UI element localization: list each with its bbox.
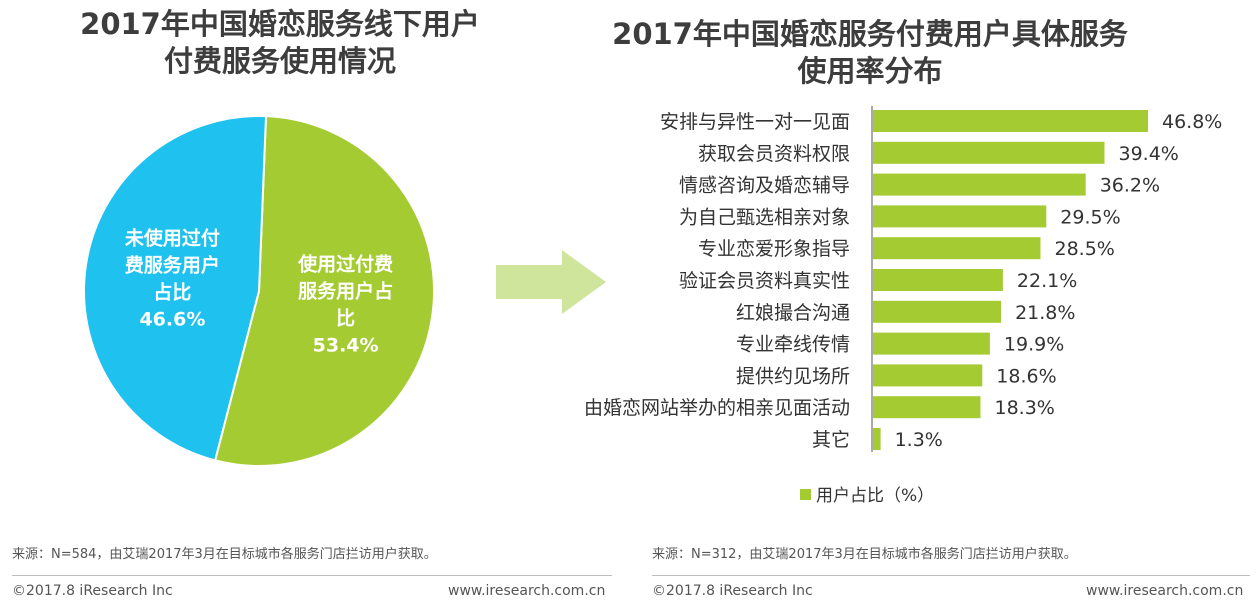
left-title-line-2: 付费服务使用情况 bbox=[163, 44, 396, 78]
bar bbox=[873, 173, 1086, 196]
left-website: www.iresearch.com.cn bbox=[448, 583, 606, 599]
bar bbox=[873, 110, 1148, 132]
bar-value-label: 39.4% bbox=[1119, 143, 1179, 165]
pie-slice bbox=[213, 115, 435, 467]
bar-value-label: 18.3% bbox=[995, 397, 1055, 419]
pie-slice bbox=[83, 115, 268, 462]
bar-value-label: 29.5% bbox=[1060, 206, 1120, 228]
bar-value-label: 18.6% bbox=[996, 365, 1056, 387]
pie-slice-label: 服务用户占 bbox=[298, 279, 393, 302]
right-source-note: 来源：N=312，由艾瑞2017年3月在目标城市各服务门店拦访用户获取。 bbox=[652, 547, 1077, 562]
arrow-right-icon bbox=[496, 250, 606, 314]
bar bbox=[873, 269, 1003, 291]
pie-slice-label: 费服务用户 bbox=[125, 254, 220, 277]
bar bbox=[873, 300, 1002, 323]
bar-category-label: 验证会员资料真实性 bbox=[679, 270, 850, 292]
bar bbox=[873, 141, 1105, 164]
bar-category-label: 红娘撮合沟通 bbox=[736, 302, 850, 324]
bar-value-label: 46.8% bbox=[1162, 111, 1222, 133]
bar bbox=[873, 428, 881, 450]
left-footer-divider bbox=[12, 575, 612, 576]
bar-value-label: 28.5% bbox=[1055, 238, 1115, 260]
left-copyright: ©2017.8 iResearch Inc bbox=[12, 583, 173, 599]
legend-label: 用户占比（%） bbox=[816, 486, 934, 506]
pie-slice-value-label: 53.4% bbox=[313, 334, 379, 356]
arrow-decoration bbox=[496, 250, 606, 314]
bar-category-label: 获取会员资料权限 bbox=[698, 143, 850, 165]
bar-value-label: 1.3% bbox=[895, 429, 943, 451]
right-copyright: ©2017.8 iResearch Inc bbox=[652, 583, 813, 599]
pie-slice-value-label: 46.6% bbox=[139, 309, 205, 331]
bar bbox=[873, 205, 1047, 228]
bar-category-label: 为自己甄选相亲对象 bbox=[679, 206, 850, 228]
bar-value-label: 22.1% bbox=[1017, 270, 1077, 292]
right-chart-title: 2017年中国婚恋服务付费用户具体服务 使用率分布 bbox=[560, 16, 1180, 90]
right-footer-divider bbox=[652, 575, 1250, 576]
pie-slice-label: 占比 bbox=[153, 281, 191, 304]
left-title-line-1: 2017年中国婚恋服务线下用户 bbox=[80, 7, 480, 41]
bar bbox=[873, 364, 983, 387]
bar bbox=[873, 332, 990, 355]
left-source-note: 来源：N=584，由艾瑞2017年3月在目标城市各服务门店拦访用户获取。 bbox=[12, 547, 437, 562]
bar-category-label: 情感咨询及婚恋辅导 bbox=[679, 175, 850, 197]
legend-swatch bbox=[800, 489, 811, 500]
right-title-line-2: 使用率分布 bbox=[797, 54, 943, 88]
bar-chart: 安排与异性一对一见面 46.8% 获取会员资料权限 39.4% 情感咨询及婚恋辅导 36.… bbox=[584, 106, 1222, 452]
bar-value-label: 36.2% bbox=[1100, 175, 1160, 197]
left-chart-title: 2017年中国婚恋服务线下用户 付费服务使用情况 bbox=[30, 6, 530, 80]
bar bbox=[873, 396, 981, 419]
pie-slice-label: 比 bbox=[336, 307, 355, 329]
bar bbox=[873, 237, 1041, 260]
bar-category-label: 专业牵线传情 bbox=[736, 334, 850, 356]
bar-value-label: 21.8% bbox=[1015, 302, 1075, 324]
bar-value-label: 19.9% bbox=[1004, 334, 1064, 356]
right-website: www.iresearch.com.cn bbox=[1086, 583, 1244, 599]
pie-slice-label: 使用过付费 bbox=[297, 252, 393, 275]
bar-category-label: 其它 bbox=[812, 429, 850, 451]
right-title-line-1: 2017年中国婚恋服务付费用户具体服务 bbox=[612, 17, 1128, 51]
bar-chart-legend: 用户占比（%） bbox=[800, 486, 934, 506]
bar-category-label: 由婚恋网站举办的相亲见面活动 bbox=[584, 397, 850, 419]
bar-category-label: 提供约见场所 bbox=[736, 365, 850, 387]
bar-category-label: 安排与异性一对一见面 bbox=[660, 111, 850, 133]
pie-slice-label: 未使用过付 bbox=[124, 227, 220, 250]
bar-category-label: 专业恋爱形象指导 bbox=[698, 238, 850, 260]
